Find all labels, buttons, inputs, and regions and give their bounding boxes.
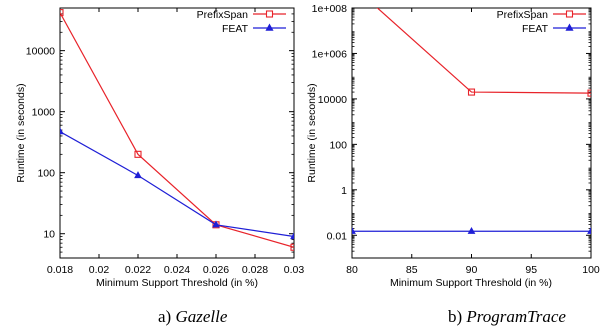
- x-tick-label: 80: [346, 264, 358, 276]
- x-axis-label: Minimum Support Threshold (in %): [96, 277, 258, 289]
- x-tick-label: 90: [466, 264, 478, 276]
- caption-dataset-name: ProgramTrace: [465, 307, 566, 326]
- x-axis-label: Minimum Support Threshold (in %): [390, 277, 552, 289]
- x-tick-label: 0.03: [284, 264, 305, 276]
- x-tick-label: 85: [406, 264, 418, 276]
- caption-dataset-name: Gazelle: [175, 307, 227, 326]
- y-tick-label: 1e+008: [312, 3, 347, 15]
- data-point-feat: [134, 171, 142, 179]
- caption-prefix: a): [158, 307, 175, 326]
- y-tick-label: 100: [37, 168, 55, 180]
- caption-prefix: b): [448, 307, 466, 326]
- y-tick-label: 1: [341, 185, 347, 197]
- y-tick-label: 10000: [26, 46, 55, 58]
- legend-label-prefixspan: PrefixSpan: [497, 9, 549, 21]
- plot-frame: [59, 7, 295, 259]
- legend-label-feat: FEAT: [222, 23, 249, 35]
- y-tick-label: 100: [329, 139, 347, 151]
- x-tick-label: 100: [582, 264, 600, 276]
- data-point-prefixspan: [134, 150, 142, 158]
- legend-marker-prefixspan: [265, 10, 274, 18]
- data-point-feat: [352, 226, 356, 234]
- x-tick-label: 0.018: [47, 264, 73, 276]
- y-axis-label: Runtime (in seconds): [306, 83, 318, 182]
- series-line-feat: [60, 131, 294, 238]
- plot-frame: [351, 7, 592, 259]
- legend-marker-feat: [265, 23, 274, 31]
- y-tick-label: 1000: [32, 107, 56, 119]
- y-tick-label: 10: [43, 229, 55, 241]
- legend-marker-feat: [565, 23, 574, 31]
- x-tick-label: 0.028: [242, 264, 268, 276]
- x-tick-label: 0.022: [125, 264, 151, 276]
- series-line-prefixspan: [376, 8, 591, 94]
- chart-panel-2: 80 85 90 95 100 0.01 1 100 10000 1e+006 1e+008 Mini…: [306, 3, 600, 326]
- chart-caption: a) Gazelle: [158, 307, 228, 326]
- plot-area: [60, 9, 294, 251]
- y-tick-label: 1e+006: [312, 48, 347, 60]
- data-point-prefixspan: [587, 89, 591, 97]
- legend-label-feat: FEAT: [522, 23, 549, 35]
- data-point-prefixspan: [290, 243, 294, 251]
- legend-marker-prefixspan: [565, 10, 574, 18]
- x-tick-label: 0.026: [203, 264, 229, 276]
- x-tick-label: 95: [525, 264, 537, 276]
- data-point-prefixspan: [467, 88, 476, 96]
- data-point-feat: [60, 127, 64, 135]
- y-tick-label: 10000: [318, 94, 347, 106]
- data-point-feat: [212, 220, 220, 228]
- data-point-feat: [467, 226, 476, 234]
- y-tick-label: 0.01: [327, 230, 348, 242]
- data-point-feat: [290, 232, 294, 240]
- chart-panel-1: 0.018 0.02 0.022 0.024 0.026 0.028 0.03 10 100 10…: [15, 7, 305, 326]
- data-point-feat: [587, 226, 591, 234]
- plot-area: [352, 8, 591, 234]
- x-tick-label: 0.02: [89, 264, 110, 276]
- data-point-prefixspan: [60, 9, 64, 17]
- y-axis-label: Runtime (in seconds): [15, 83, 27, 182]
- x-tick-label: 0.024: [164, 264, 190, 276]
- chart-caption: b) ProgramTrace: [448, 307, 566, 326]
- legend-label-prefixspan: PrefixSpan: [197, 9, 249, 21]
- series-line-prefixspan: [60, 12, 294, 248]
